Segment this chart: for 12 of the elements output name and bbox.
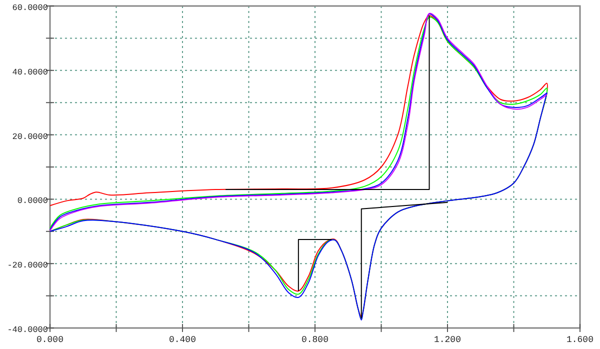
- y-tick-label: -40.0000: [7, 325, 48, 335]
- x-tick-label: 1.600: [566, 335, 594, 345]
- x-tick-label: 0.400: [168, 335, 196, 345]
- x-tick-label: 1.200: [434, 335, 462, 345]
- x-tick-label: 0.000: [36, 335, 64, 345]
- y-tick-label: -20.0000: [7, 260, 48, 271]
- y-tick-label: 60.0000: [12, 3, 48, 13]
- y-tick-label: 20.0000: [12, 132, 48, 142]
- x-tick-label: 0.800: [301, 335, 329, 345]
- line-series: [50, 12, 548, 232]
- y-tick-label: 40.0000: [12, 67, 48, 78]
- y-tick-label: 0.0000: [17, 196, 48, 206]
